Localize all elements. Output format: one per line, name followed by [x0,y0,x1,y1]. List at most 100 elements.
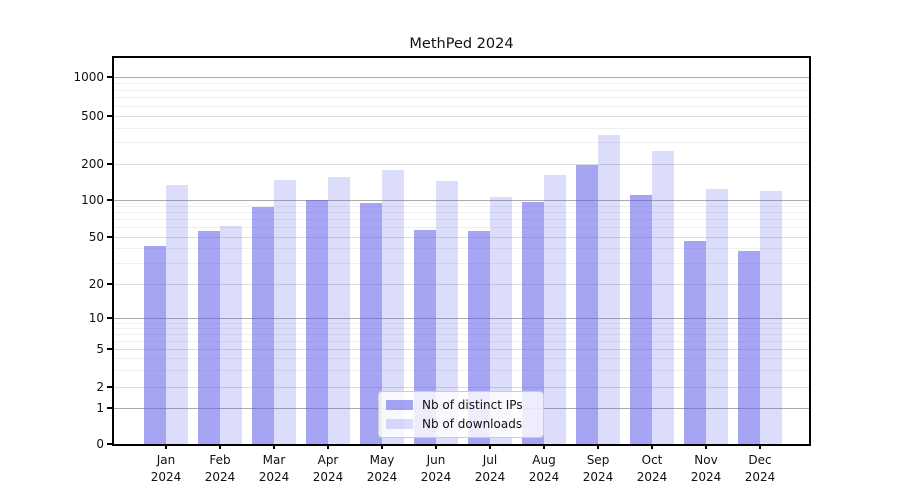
bar-distinct-ips-aug [522,201,544,444]
y-tick-label: 200 [81,156,104,171]
x-tick-label-mar: Mar 2024 [244,452,304,486]
bar-downloads-jun [436,181,458,444]
bar-distinct-ips-sep [576,165,598,444]
gridline-minor [114,262,809,264]
x-tick-label-dec: Dec 2024 [730,452,790,486]
y-tick-label: 20 [88,277,104,291]
y-tick-label: 100 [81,193,104,207]
y-tick-mark [107,199,112,201]
gridline [114,236,809,238]
bar-distinct-ips-jun [414,229,436,444]
x-tick-mark [273,444,275,449]
gridline-minor [114,333,809,335]
y-tick-label: 2 [96,379,104,394]
y-tick-mark [107,317,112,319]
x-tick-label-jul: Jul 2024 [460,452,520,486]
x-tick-year: 2024 [204,470,236,484]
x-tick-year: 2024 [690,470,722,484]
gridline [114,349,809,350]
gridline-minor [114,340,809,342]
gridline-minor [114,205,809,207]
gridline-minor [114,218,809,220]
x-tick-mark [759,444,761,449]
bar-downloads-jan [166,184,188,444]
legend-item-downloads: Nb of downloads [386,417,535,431]
ips-swatch-icon [386,400,413,410]
x-tick-mark [543,444,545,449]
x-tick-label-nov: Nov 2024 [676,452,736,486]
gridline-minor [114,211,809,213]
x-tick-mark [327,444,329,449]
x-tick-mark [651,444,653,449]
x-tick-year: 2024 [420,470,452,484]
y-tick-mark [107,162,112,165]
x-tick-label-may: May 2024 [352,452,412,486]
gridline-minor [114,89,809,91]
x-tick-label-oct: Oct 2024 [622,452,682,486]
bar-downloads-feb [220,226,242,444]
bar-downloads-mar [274,180,296,444]
x-tick-mark [597,444,599,449]
x-tick-mark [705,444,707,449]
y-tick-mark [107,235,112,238]
y-tick-label: 10 [88,311,104,325]
gridline-minor [114,327,809,329]
x-tick-label-jan: Jan 2024 [136,452,196,486]
x-tick-label-jun: Jun 2024 [406,452,466,486]
x-tick-label-aug: Aug 2024 [514,452,574,486]
gridline-minor [114,82,809,84]
x-tick-year: 2024 [636,470,668,484]
bar-distinct-ips-may [360,202,382,444]
chart-title: MethPed 2024 [409,36,514,52]
gridline [114,116,809,117]
y-tick-mark [107,407,112,409]
x-tick-year: 2024 [474,470,506,484]
gridline [114,163,809,165]
bar-downloads-apr [328,176,350,444]
x-tick-mark [489,444,491,449]
y-tick-mark [107,115,112,117]
bar-downloads-dec [760,191,782,444]
x-tick-label-feb: Feb 2024 [190,452,250,486]
bar-distinct-ips-apr [306,200,328,444]
gridline-minor [114,127,809,129]
plot-area [112,56,811,446]
x-tick-year: 2024 [258,470,290,484]
y-tick-label: 1 [96,401,104,415]
y-tick-label: 50 [88,229,104,244]
gridline-minor [114,358,809,360]
y-tick-label: 5 [96,342,104,356]
gridline [114,318,809,319]
gridline-minor [114,369,809,371]
gridline-minor [114,248,809,250]
bar-downloads-nov [706,189,728,444]
bar-distinct-ips-nov [684,240,706,444]
x-tick-year: 2024 [150,470,182,484]
x-tick-year: 2024 [312,470,344,484]
bar-downloads-sep [598,134,620,444]
gridline [114,77,809,78]
bar-distinct-ips-dec [738,250,760,444]
x-tick-mark [381,444,383,449]
legend: Nb of distinct IPs Nb of downloads [378,391,544,438]
x-tick-mark [165,444,167,449]
legend-label: Nb of downloads [422,417,523,431]
bar-distinct-ips-mar [252,207,274,444]
y-tick-mark [107,385,112,388]
bar-distinct-ips-oct [630,195,652,444]
gridline-minor [114,142,809,144]
downloads-swatch-icon [386,419,413,429]
x-tick-year: 2024 [366,470,398,484]
legend-item-distinct-ips: Nb of distinct IPs [386,398,535,412]
x-tick-year: 2024 [528,470,560,484]
legend-label: Nb of distinct IPs [422,398,523,412]
gridline-minor [114,105,809,107]
x-tick-label-sep: Sep 2024 [568,452,628,486]
bar-downloads-may [382,169,404,444]
gridline [114,200,809,201]
x-tick-year: 2024 [744,470,776,484]
bar-downloads-oct [652,151,674,444]
bar-downloads-aug [544,174,566,444]
bar-distinct-ips-feb [198,231,220,444]
